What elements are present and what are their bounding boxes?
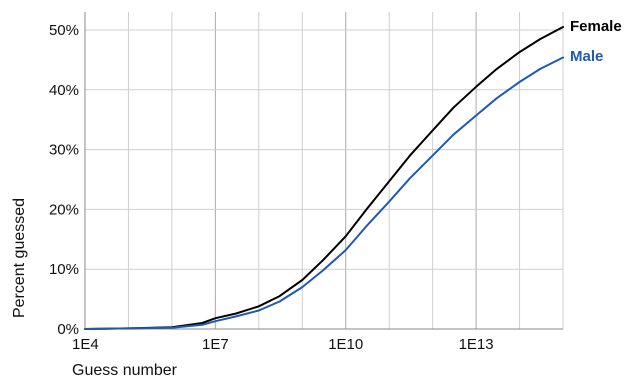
x-tick-label: 1E7 — [202, 336, 229, 353]
y-axis-title: Percent guessed — [11, 198, 28, 318]
series-lines — [84, 26, 564, 330]
y-tick-label: 30% — [49, 142, 79, 159]
axes — [84, 12, 563, 330]
female-series-label: Female — [570, 18, 622, 35]
male-series-line — [84, 56, 564, 330]
labels: 0% 10% 20% 30% 40% 50% 1E4 1E7 1E10 1E13 Guess num… — [11, 18, 622, 379]
female-series-line — [84, 26, 564, 330]
y-tick-label: 20% — [49, 201, 79, 218]
x-tick-label: 1E4 — [72, 336, 99, 353]
male-series-label: Male — [570, 48, 603, 65]
y-tick-label: 40% — [49, 82, 79, 99]
y-tick-label: 50% — [49, 22, 79, 39]
gridlines — [84, 12, 564, 330]
x-tick-label: 1E13 — [459, 336, 494, 353]
x-axis-title: Guess number — [72, 362, 178, 379]
y-tick-label: 0% — [57, 321, 79, 338]
y-tick-label: 10% — [49, 261, 79, 278]
x-tick-label: 1E10 — [328, 336, 363, 353]
